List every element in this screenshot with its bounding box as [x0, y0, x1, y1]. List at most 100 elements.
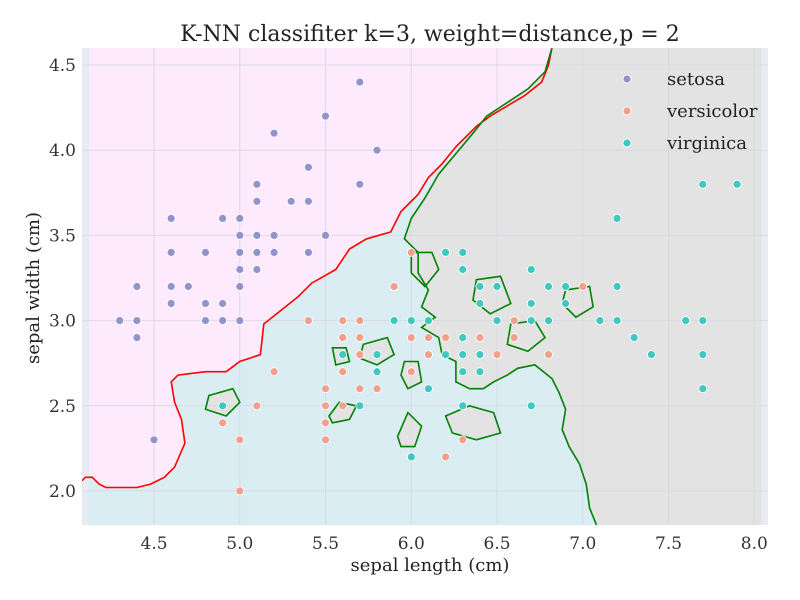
virginica-point — [526, 316, 536, 326]
versicolor-point — [441, 333, 451, 343]
virginica-point — [629, 333, 639, 343]
data-points — [115, 77, 742, 496]
setosa-point — [201, 316, 210, 326]
virginica-point — [647, 350, 656, 360]
virginica-point — [338, 350, 348, 360]
virginica-point — [698, 350, 708, 360]
virginica-island — [445, 405, 501, 440]
virginica-point — [492, 316, 502, 326]
y-tick-label: 2.5 — [49, 397, 76, 417]
setosa-point — [303, 196, 313, 206]
setosa-point — [303, 247, 313, 257]
chart-title: K-NN classifiter k=3, weight=distance,p … — [180, 22, 679, 47]
x-tick-label: 7.5 — [655, 534, 682, 554]
setosa-point — [235, 247, 245, 257]
x-axis-ticks: 4.5 5.0 5.5 6.0 6.5 7.0 7.5 8.0 — [141, 534, 768, 554]
versicolor-point — [303, 316, 313, 326]
virginica-point — [458, 401, 468, 411]
setosa-point — [115, 316, 125, 326]
virginica-island-boundary — [331, 346, 351, 366]
setosa-point — [321, 111, 330, 121]
virginica-point — [423, 384, 433, 394]
virginica-island-boundary — [328, 401, 358, 424]
legend-label-setosa: setosa — [667, 69, 725, 90]
setosa-point — [355, 179, 365, 189]
plot-area — [82, 48, 768, 525]
virginica-point — [406, 452, 416, 462]
legend-label-virginica: virginica — [666, 133, 747, 154]
versicolor-point — [578, 282, 588, 291]
setosa-point — [218, 299, 228, 308]
virginica-point — [612, 316, 622, 326]
virginica-point — [458, 247, 468, 257]
virginica-point — [475, 282, 485, 291]
virginica-point — [681, 316, 691, 326]
setosa-point — [132, 316, 142, 326]
legend-marker-virginica — [622, 138, 632, 148]
versicolor-point — [406, 247, 416, 257]
x-axis-label: sepal length (cm) — [351, 555, 510, 576]
y-tick-label: 2.0 — [49, 482, 76, 502]
versicolor-point — [338, 367, 348, 377]
virginica-point — [441, 350, 451, 360]
setosa-point — [218, 213, 228, 223]
virginica-point — [698, 316, 708, 326]
setosa-point — [166, 213, 176, 223]
versicolor-point — [321, 401, 330, 411]
legend-label-versicolor: versicolor — [666, 101, 758, 122]
virginica-point — [698, 179, 708, 189]
virginica-point — [732, 179, 742, 189]
setosa-point — [201, 299, 210, 308]
versicolor-point — [458, 435, 468, 445]
virginica-island-boundary — [444, 404, 502, 441]
legend-marker-versicolor — [622, 106, 632, 116]
versicolor-point — [389, 282, 399, 291]
legend-marker-setosa — [622, 74, 632, 84]
virginica-point — [372, 350, 382, 360]
setosa-point — [269, 247, 279, 257]
virginica-point — [355, 401, 365, 411]
virginica-point — [458, 333, 468, 343]
virginica-point — [423, 316, 433, 326]
setosa-point — [303, 162, 313, 172]
virginica-point — [475, 367, 485, 377]
setosa-point — [235, 265, 245, 274]
y-axis-label: sepal width (cm) — [23, 212, 44, 364]
setosa-point — [269, 230, 279, 240]
versicolor-point — [509, 316, 519, 326]
versicolor-point — [475, 333, 485, 343]
versicolor-point — [355, 350, 365, 360]
setosa-point — [166, 282, 176, 291]
setosa-point — [372, 145, 382, 155]
virginica-point — [441, 247, 451, 257]
versicolor-point — [321, 384, 330, 394]
setosa-point — [321, 230, 330, 240]
versicolor-point — [338, 401, 348, 411]
setosa-point — [235, 282, 245, 291]
setosa-point — [218, 316, 228, 326]
versicolor-point — [235, 486, 245, 496]
x-tick-label: 5.5 — [312, 534, 339, 554]
x-tick-label: 8.0 — [741, 534, 768, 554]
setosa-point — [235, 316, 245, 326]
y-axis-ticks: 2.0 2.5 3.0 3.5 4.0 4.5 — [49, 56, 76, 502]
virginica-point — [698, 384, 708, 394]
versicolor-point — [406, 367, 416, 377]
virginica-island — [562, 286, 594, 318]
y-tick-label: 3.0 — [49, 312, 76, 332]
versicolor-point — [406, 333, 416, 343]
setosa-point — [252, 179, 262, 189]
legend: setosa versicolor virginica — [622, 69, 758, 154]
versicolor-point — [235, 435, 245, 445]
virginica-point — [475, 299, 485, 308]
virginica-point — [406, 316, 416, 326]
virginica-point — [526, 265, 536, 274]
virginica-point — [458, 265, 468, 274]
versicolor-point — [423, 350, 433, 360]
setosa-point — [201, 247, 210, 257]
virginica-island — [507, 320, 545, 352]
versicolor-point — [423, 333, 433, 343]
versicolor-point — [321, 435, 330, 445]
versicolor-point — [269, 367, 279, 377]
setosa-point — [286, 196, 296, 206]
